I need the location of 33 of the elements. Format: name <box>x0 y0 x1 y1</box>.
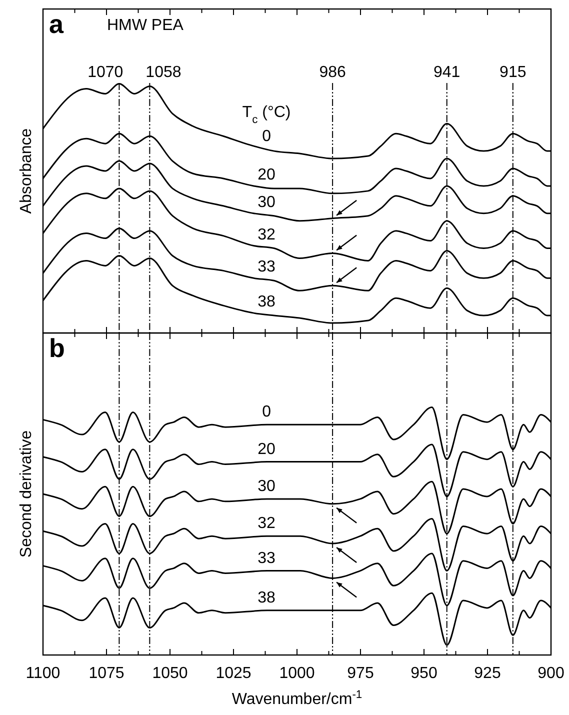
legend-title: T$_{c}$ (°C) <box>242 104 291 126</box>
x-tick-label: 950 <box>410 665 438 682</box>
x-tick-label: 925 <box>474 665 501 682</box>
series-label: 30 <box>258 194 276 211</box>
x-tick-label: 975 <box>347 665 374 682</box>
series-label: 30 <box>258 478 276 495</box>
ref-line-label: 1070 <box>88 64 124 81</box>
series-label: 20 <box>258 440 276 458</box>
chart-title: b <box>49 333 65 363</box>
x-tick-label: 900 <box>538 665 564 682</box>
series-label: 33 <box>258 258 276 276</box>
series-label: 33 <box>258 550 276 567</box>
ref-line-label: 986 <box>319 64 346 81</box>
ref-line-label: 1058 <box>146 64 182 81</box>
series-label: 0 <box>262 128 272 146</box>
y-axis-title: Second derivative <box>18 430 35 558</box>
chart-subtitle: HMW PEA <box>107 17 184 34</box>
y-axis-title: Absorbance <box>18 128 35 214</box>
chart-title: a <box>49 9 64 39</box>
x-axis-title: Wavenumber/cm$^{-1}$ <box>232 689 362 708</box>
series-label: 0 <box>262 404 272 421</box>
x-tick-label: 1050 <box>152 665 188 682</box>
x-tick-label: 1025 <box>216 665 252 682</box>
x-tick-label: 1000 <box>279 665 315 682</box>
ref-line-label: 915 <box>500 64 526 81</box>
series-label: 20 <box>258 166 276 184</box>
series-label: 38 <box>258 589 276 606</box>
ref-line-label: 941 <box>434 64 460 81</box>
series-label: 32 <box>258 515 276 532</box>
series-label: 32 <box>258 226 276 244</box>
series-label: 38 <box>258 294 276 311</box>
x-tick-label: 1075 <box>88 665 124 682</box>
x-tick-label: 1100 <box>26 665 60 682</box>
